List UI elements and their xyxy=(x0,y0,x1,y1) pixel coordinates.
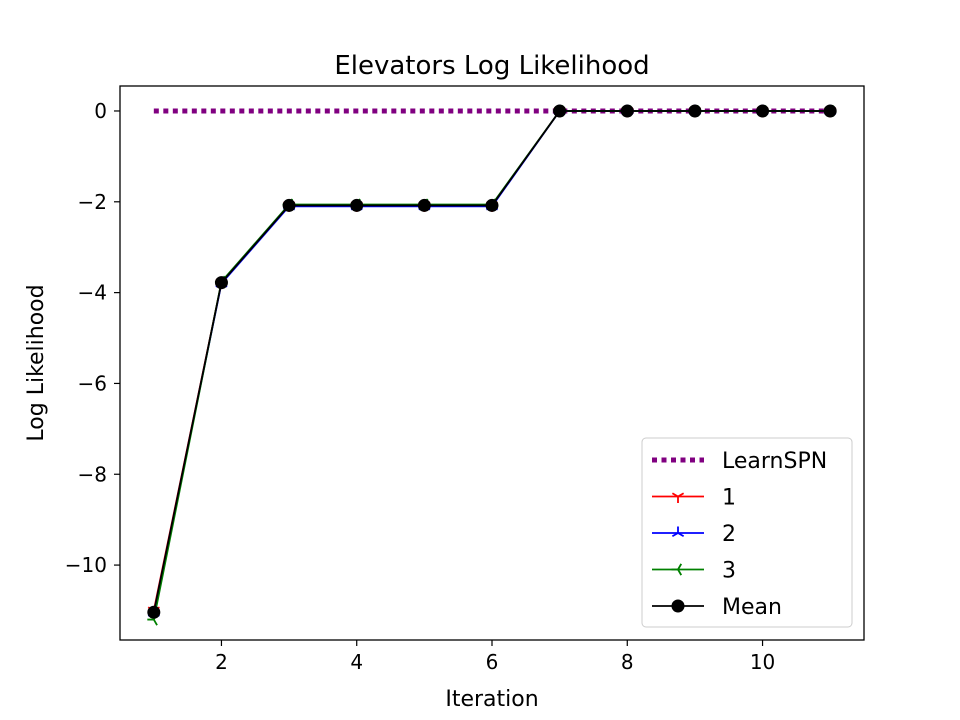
data-point-mean xyxy=(350,198,364,212)
y-tick-label: −10 xyxy=(65,553,107,577)
data-point-mean xyxy=(417,198,431,212)
data-point-mean xyxy=(485,198,499,212)
y-tick-label: 0 xyxy=(94,99,107,123)
x-tick-label: 6 xyxy=(486,650,499,674)
data-point-mean xyxy=(756,104,770,118)
y-axis-label: Log Likelihood xyxy=(24,284,49,441)
data-point-mean xyxy=(214,276,228,290)
legend-label-learnspn: LearnSPN xyxy=(722,449,827,474)
data-point-mean xyxy=(620,104,634,118)
legend-item-3: 3 xyxy=(652,559,736,584)
x-axis-ticks: 2 4 6 8 10 xyxy=(215,640,775,674)
y-tick-label: −6 xyxy=(78,371,107,395)
plot-series xyxy=(147,104,837,626)
y-tick-label: −4 xyxy=(78,281,107,305)
y-axis-ticks: 0 −2 −4 −6 −8 −10 xyxy=(65,99,120,577)
legend-marker-1 xyxy=(671,492,685,503)
legend-item-learnspn: LearnSPN xyxy=(652,449,827,474)
legend-label-3: 3 xyxy=(722,559,736,584)
legend-item-2: 2 xyxy=(652,522,736,547)
legend-item-1: 1 xyxy=(652,486,736,511)
y-tick-label: −8 xyxy=(78,462,107,486)
chart-title: Elevators Log Likelihood xyxy=(334,51,649,81)
legend-box xyxy=(641,437,853,628)
x-tick-label: 4 xyxy=(350,650,363,674)
legend-marker-mean xyxy=(671,599,685,613)
data-point-mean xyxy=(553,104,567,118)
y-tick-label: −2 xyxy=(78,190,107,214)
x-axis-label: Iteration xyxy=(445,687,538,712)
x-tick-label: 8 xyxy=(621,650,634,674)
legend-marker-3 xyxy=(671,563,683,576)
legend-marker-2 xyxy=(671,526,685,538)
x-tick-label: 10 xyxy=(750,650,775,674)
data-point-mean xyxy=(147,605,161,619)
x-tick-label: 2 xyxy=(215,650,228,674)
legend-label-mean: Mean xyxy=(722,595,782,620)
series-mean xyxy=(147,104,837,619)
data-point-mean xyxy=(282,198,296,212)
data-point-mean xyxy=(688,104,702,118)
legend-label-1: 1 xyxy=(722,486,736,511)
data-point-mean xyxy=(823,104,837,118)
legend-label-2: 2 xyxy=(722,522,736,547)
legend: LearnSPN 1 2 3 Mean xyxy=(641,437,853,628)
legend-item-mean: Mean xyxy=(652,595,782,620)
